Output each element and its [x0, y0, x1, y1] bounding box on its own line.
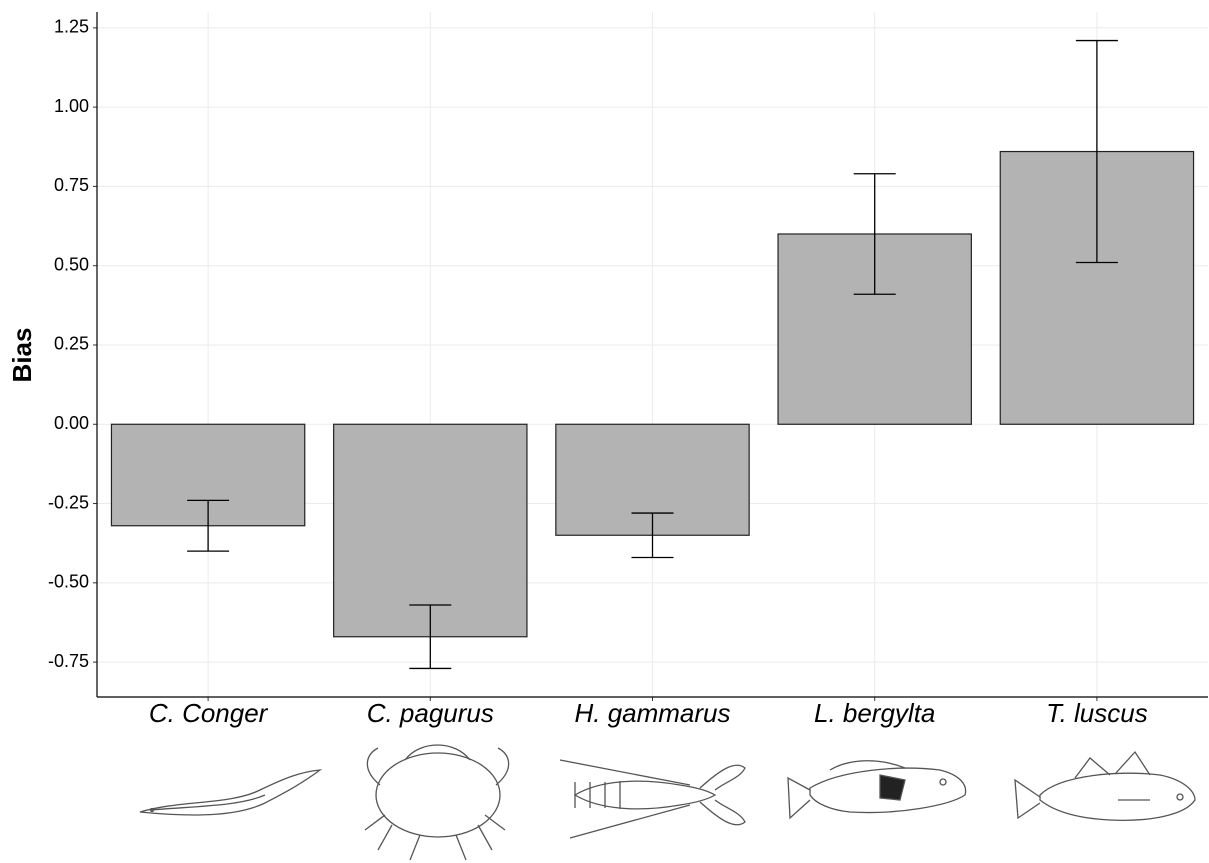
x-tick-label: H. gammarus — [574, 698, 730, 728]
y-tick-label: 0.00 — [54, 413, 89, 433]
y-tick-label: -0.25 — [48, 492, 89, 512]
y-tick-label: 0.50 — [54, 254, 89, 274]
y-tick-label: 0.75 — [54, 175, 89, 195]
y-axis-title: Bias — [7, 328, 37, 383]
error-bar — [187, 499, 230, 552]
x-tick-label: L. bergylta — [814, 698, 935, 728]
y-tick-label: -0.75 — [48, 651, 89, 671]
x-tick-label: C. Conger — [149, 698, 269, 728]
error-bar — [409, 604, 452, 670]
x-tick-label: C. pagurus — [367, 698, 494, 728]
y-tick-label: 1.25 — [54, 17, 89, 37]
error-bar — [1075, 39, 1118, 264]
error-bar — [853, 173, 896, 295]
y-tick-label: 0.25 — [54, 334, 89, 354]
species-illustrations — [139, 744, 1196, 861]
y-tick-label: -0.50 — [48, 572, 89, 592]
error-bar — [631, 512, 674, 559]
y-tick-label: 1.00 — [54, 96, 89, 116]
x-tick-label: T. luscus — [1046, 698, 1148, 728]
